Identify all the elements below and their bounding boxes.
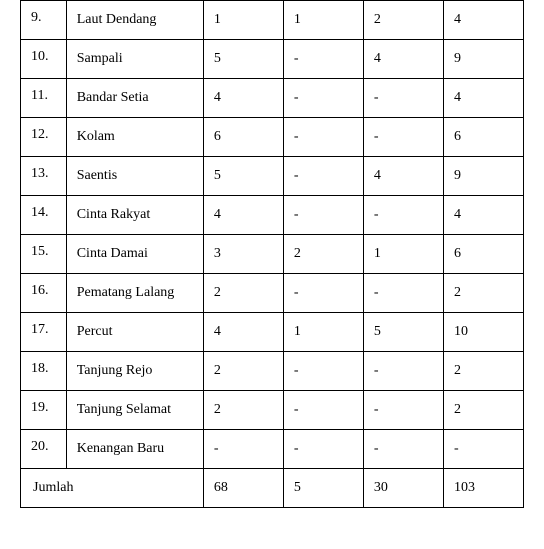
data-table: 9. Laut Dendang 1 1 2 4 10. Sampali 5 - … (20, 0, 524, 508)
cell-total-v4: 103 (443, 469, 523, 508)
cell-v4: 2 (443, 352, 523, 391)
cell-v2: - (283, 430, 363, 469)
table-row: 10. Sampali 5 - 4 9 (21, 40, 524, 79)
cell-v3: - (363, 352, 443, 391)
cell-v2: - (283, 391, 363, 430)
cell-v4: 6 (443, 118, 523, 157)
cell-v4: 4 (443, 196, 523, 235)
cell-total-v3: 30 (363, 469, 443, 508)
cell-v3: - (363, 274, 443, 313)
cell-v1: 2 (203, 352, 283, 391)
cell-name: Kolam (66, 118, 203, 157)
cell-v1: 5 (203, 40, 283, 79)
cell-no: 13. (21, 157, 67, 196)
cell-no: 10. (21, 40, 67, 79)
cell-no: 16. (21, 274, 67, 313)
cell-v2: - (283, 40, 363, 79)
cell-v3: 1 (363, 235, 443, 274)
cell-v1: 4 (203, 196, 283, 235)
cell-v4: 4 (443, 79, 523, 118)
cell-v1: 2 (203, 274, 283, 313)
cell-v1: 6 (203, 118, 283, 157)
cell-v4: 9 (443, 40, 523, 79)
cell-no: 12. (21, 118, 67, 157)
cell-name: Pematang Lalang (66, 274, 203, 313)
table-row: 13. Saentis 5 - 4 9 (21, 157, 524, 196)
cell-v2: 1 (283, 1, 363, 40)
cell-v1: - (203, 430, 283, 469)
cell-no: 11. (21, 79, 67, 118)
table-row: 18. Tanjung Rejo 2 - - 2 (21, 352, 524, 391)
table-row: 11. Bandar Setia 4 - - 4 (21, 79, 524, 118)
cell-no: 18. (21, 352, 67, 391)
cell-v3: 4 (363, 40, 443, 79)
table-total-row: Jumlah 68 5 30 103 (21, 469, 524, 508)
cell-no: 20. (21, 430, 67, 469)
cell-v1: 4 (203, 79, 283, 118)
cell-v2: - (283, 196, 363, 235)
cell-no: 17. (21, 313, 67, 352)
table-row: 15. Cinta Damai 3 2 1 6 (21, 235, 524, 274)
cell-v2: - (283, 157, 363, 196)
page: 9. Laut Dendang 1 1 2 4 10. Sampali 5 - … (0, 0, 544, 549)
cell-total-v2: 5 (283, 469, 363, 508)
cell-v3: 4 (363, 157, 443, 196)
cell-v4: - (443, 430, 523, 469)
cell-v2: - (283, 118, 363, 157)
cell-no: 9. (21, 1, 67, 40)
cell-v4: 4 (443, 1, 523, 40)
cell-v1: 1 (203, 1, 283, 40)
cell-v4: 10 (443, 313, 523, 352)
table-row: 19. Tanjung Selamat 2 - - 2 (21, 391, 524, 430)
cell-v2: 2 (283, 235, 363, 274)
cell-v1: 5 (203, 157, 283, 196)
cell-v3: 2 (363, 1, 443, 40)
cell-total-v1: 68 (203, 469, 283, 508)
cell-name: Percut (66, 313, 203, 352)
cell-v3: - (363, 430, 443, 469)
table-body: 9. Laut Dendang 1 1 2 4 10. Sampali 5 - … (21, 1, 524, 508)
cell-name: Tanjung Rejo (66, 352, 203, 391)
cell-v3: - (363, 118, 443, 157)
cell-name: Laut Dendang (66, 1, 203, 40)
cell-name: Bandar Setia (66, 79, 203, 118)
table-row: 16. Pematang Lalang 2 - - 2 (21, 274, 524, 313)
cell-name: Cinta Damai (66, 235, 203, 274)
cell-v2: - (283, 79, 363, 118)
cell-name: Sampali (66, 40, 203, 79)
cell-v1: 4 (203, 313, 283, 352)
cell-v2: 1 (283, 313, 363, 352)
cell-no: 15. (21, 235, 67, 274)
cell-v4: 9 (443, 157, 523, 196)
cell-v3: - (363, 196, 443, 235)
cell-name: Saentis (66, 157, 203, 196)
cell-no: 19. (21, 391, 67, 430)
cell-v4: 2 (443, 274, 523, 313)
cell-no: 14. (21, 196, 67, 235)
cell-v1: 3 (203, 235, 283, 274)
cell-name: Cinta Rakyat (66, 196, 203, 235)
cell-v4: 2 (443, 391, 523, 430)
cell-name: Kenangan Baru (66, 430, 203, 469)
cell-v1: 2 (203, 391, 283, 430)
cell-v3: - (363, 391, 443, 430)
table-row: 17. Percut 4 1 5 10 (21, 313, 524, 352)
table-row: 20. Kenangan Baru - - - - (21, 430, 524, 469)
cell-total-label: Jumlah (21, 469, 204, 508)
table-row: 9. Laut Dendang 1 1 2 4 (21, 1, 524, 40)
cell-v4: 6 (443, 235, 523, 274)
cell-v2: - (283, 274, 363, 313)
table-row: 12. Kolam 6 - - 6 (21, 118, 524, 157)
cell-v3: - (363, 79, 443, 118)
cell-v2: - (283, 352, 363, 391)
cell-name: Tanjung Selamat (66, 391, 203, 430)
table-row: 14. Cinta Rakyat 4 - - 4 (21, 196, 524, 235)
cell-v3: 5 (363, 313, 443, 352)
